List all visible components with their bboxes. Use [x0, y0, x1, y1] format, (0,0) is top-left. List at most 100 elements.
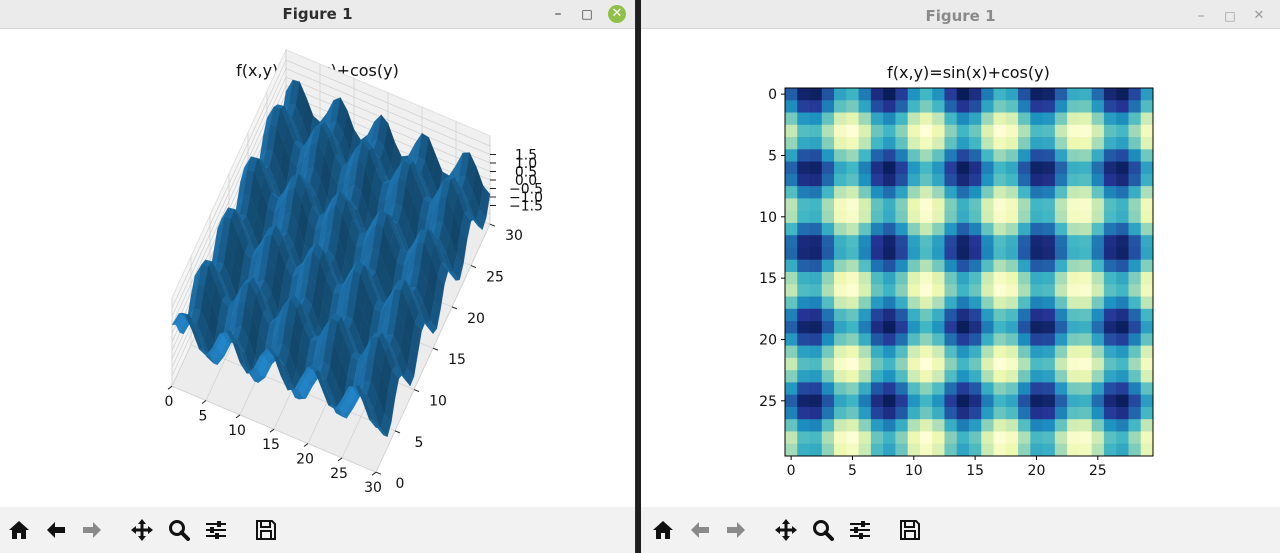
heatmap-cell	[1116, 112, 1129, 126]
heatmap-cell	[981, 321, 994, 334]
surface-plot-3d[interactable]: 0 5 10 15 20 25 30 30 25 20 15 10 5 0 1.51.00.50.0−0.5…	[0, 0, 635, 505]
heatmap-cell	[834, 419, 847, 432]
heatmap-cell	[1042, 247, 1056, 261]
heatmap-cell	[1103, 406, 1117, 420]
maximize-button[interactable]: □	[581, 7, 593, 21]
window-titlebar[interactable]: Figure 1 – □ ✕	[641, 0, 1280, 29]
heatmap-cell	[1067, 173, 1080, 187]
heatmap-cell	[883, 321, 896, 334]
heatmap-cell	[809, 394, 823, 408]
heatmap-cell	[944, 222, 958, 236]
heatmap-cell	[858, 321, 872, 334]
zoom-button[interactable]	[810, 517, 836, 543]
heatmap-cell	[1042, 321, 1056, 334]
heatmap-cell	[919, 296, 933, 310]
heatmap-cell	[797, 382, 810, 396]
heatmap-cell	[858, 247, 872, 261]
y-tick-label: 30	[505, 228, 523, 244]
heatmap-cell	[1079, 222, 1093, 236]
heatmap-cell	[1018, 161, 1031, 175]
heatmap-cell	[809, 296, 823, 310]
heatmap-plot[interactable]: 0 5 10 15 20 25 0 5 10 15 20 25	[641, 0, 1280, 505]
heatmap-cell	[895, 357, 909, 371]
close-button[interactable]: ✕	[608, 5, 626, 23]
heatmap-cell	[1079, 259, 1093, 273]
heatmap-cell	[981, 406, 994, 420]
heatmap-cell	[1140, 382, 1154, 396]
heatmap-cell	[809, 198, 823, 212]
heatmap-cell	[1042, 112, 1056, 126]
heatmap-cell	[1128, 149, 1142, 162]
surface-mesh	[171, 79, 491, 438]
heatmap-cell	[1042, 259, 1056, 273]
heatmap-cell	[1128, 247, 1142, 261]
heatmap-cell	[1018, 186, 1031, 199]
window-titlebar[interactable]: Figure 1 – □ ✕	[0, 0, 635, 29]
heatmap-cell	[1128, 235, 1142, 248]
heatmap-cell	[858, 88, 872, 101]
heatmap-cell	[834, 222, 847, 236]
heatmap-cell	[797, 100, 810, 113]
heatmap-cell	[1128, 259, 1142, 273]
heatmap-cell	[969, 149, 982, 162]
heatmap-cell	[1030, 370, 1043, 383]
heatmap-cell	[1079, 370, 1093, 383]
heatmap-cell	[821, 88, 835, 101]
heatmap-cell	[846, 431, 859, 445]
minimize-button[interactable]: –	[554, 6, 562, 22]
pan-button[interactable]	[773, 517, 799, 543]
configure-subplots-button[interactable]	[203, 517, 229, 543]
heatmap-cell	[1005, 345, 1019, 359]
maximize-button[interactable]: □	[1224, 9, 1236, 23]
pan-button[interactable]	[129, 517, 155, 543]
forward-button[interactable]	[79, 517, 105, 543]
heatmap-cell	[932, 272, 945, 285]
heatmap-cell	[944, 198, 958, 212]
heatmap-cell	[858, 100, 872, 113]
heatmap-cell	[797, 198, 810, 212]
heatmap-cell	[1128, 112, 1142, 126]
heatmap-cell	[932, 137, 945, 150]
heatmap-cell	[870, 333, 884, 346]
y-tick-mark	[470, 265, 477, 268]
heatmap-cell	[1140, 124, 1154, 138]
configure-subplots-button[interactable]	[847, 517, 873, 543]
heatmap-cell	[919, 149, 933, 162]
back-button[interactable]	[43, 517, 69, 543]
heatmap-cell	[785, 259, 798, 273]
heatmap-cell	[944, 149, 958, 162]
heatmap-cell	[1067, 186, 1080, 199]
close-button[interactable]: ✕	[1253, 8, 1265, 23]
heatmap-cell	[1054, 100, 1068, 113]
home-button[interactable]	[650, 517, 676, 543]
heatmap-cell	[883, 235, 896, 248]
heatmap-cell	[993, 198, 1007, 212]
heatmap-cell	[834, 370, 847, 383]
heatmap-cell	[1079, 149, 1093, 162]
heatmap-cell	[1030, 308, 1043, 322]
heatmap-cell	[785, 149, 798, 162]
heatmap-cell	[981, 100, 994, 113]
heatmap-cell	[846, 333, 859, 346]
heatmap-cell	[883, 370, 896, 383]
heatmap-cell	[834, 100, 847, 113]
home-button[interactable]	[6, 517, 32, 543]
heatmap-cell	[1091, 259, 1105, 273]
minimize-button[interactable]: –	[1197, 8, 1205, 24]
heatmap-cell	[1018, 357, 1031, 371]
zoom-button[interactable]	[166, 517, 192, 543]
heatmap-cell	[919, 272, 933, 285]
forward-button[interactable]	[723, 517, 749, 543]
save-button[interactable]	[897, 517, 923, 543]
heatmap-cell	[797, 210, 810, 224]
heatmap-cell	[932, 198, 945, 212]
heatmap-cell	[883, 419, 896, 432]
heatmap-cell	[870, 272, 884, 285]
heatmap-cell	[1140, 149, 1154, 162]
heatmap-cell	[969, 100, 982, 113]
save-button[interactable]	[253, 517, 279, 543]
window-title: Figure 1	[925, 7, 996, 25]
heatmap-cell	[993, 210, 1007, 224]
back-button[interactable]	[687, 517, 713, 543]
heatmap-cell	[1005, 308, 1019, 322]
